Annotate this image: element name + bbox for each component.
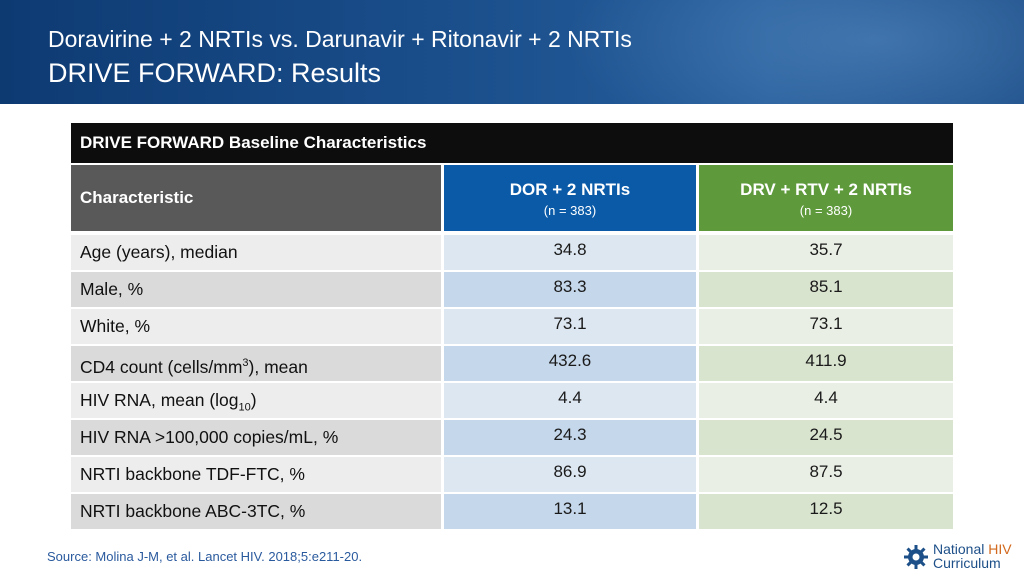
row-label: NRTI backbone TDF-FTC, % <box>71 457 441 492</box>
row-label: HIV RNA, mean (log10) <box>71 383 441 418</box>
drv-value: 85.1 <box>699 272 953 307</box>
dor-value: 34.8 <box>444 235 696 270</box>
drv-value: 411.9 <box>699 346 953 381</box>
column-header-characteristic: Characteristic <box>71 165 441 231</box>
table-row: Age (years), median 34.8 35.7 <box>71 235 953 270</box>
table-row: White, % 73.1 73.1 <box>71 309 953 344</box>
row-label-text: HIV RNA, mean (log <box>80 390 239 410</box>
table-caption: DRIVE FORWARD Baseline Characteristics <box>71 123 953 163</box>
slide-title: DRIVE FORWARD: Results <box>48 58 382 88</box>
table-row: NRTI backbone ABC-3TC, % 13.1 12.5 <box>71 494 953 529</box>
gear-icon <box>904 545 928 569</box>
header-highlight <box>564 0 1024 104</box>
column-header-drv-n: (n = 383) <box>799 203 853 218</box>
dor-value: 432.6 <box>444 346 696 381</box>
table-row: HIV RNA >100,000 copies/mL, % 24.3 24.5 <box>71 420 953 455</box>
row-label-suffix: ), mean <box>248 356 308 377</box>
dor-value: 13.1 <box>444 494 696 529</box>
logo-word-national: National <box>933 541 985 557</box>
drv-value: 73.1 <box>699 309 953 344</box>
row-label: Male, % <box>71 272 441 307</box>
row-label-text: CD4 count (cells/mm <box>80 356 243 377</box>
dor-value: 4.4 <box>444 383 696 418</box>
column-header-drv: DRV + RTV + 2 NRTIs (n = 383) <box>699 165 953 231</box>
row-label: White, % <box>71 309 441 344</box>
slide-header: Doravirine + 2 NRTIs vs. Darunavir + Rit… <box>0 0 1024 104</box>
row-label: Age (years), median <box>71 235 441 270</box>
drv-value: 12.5 <box>699 494 953 529</box>
dor-value: 24.3 <box>444 420 696 455</box>
baseline-table: DRIVE FORWARD Baseline Characteristics C… <box>71 123 953 533</box>
table-row: CD4 count (cells/mm3), mean 432.6 411.9 <box>71 346 953 381</box>
drv-value: 4.4 <box>699 383 953 418</box>
row-label-suffix: ) <box>250 390 257 410</box>
logo-word-curriculum: Curriculum <box>933 555 1001 571</box>
table-row: Male, % 83.3 85.1 <box>71 272 953 307</box>
drv-value: 87.5 <box>699 457 953 492</box>
logo-word-hiv: HIV <box>988 541 1012 557</box>
dor-value: 83.3 <box>444 272 696 307</box>
column-header-dor: DOR + 2 NRTIs (n = 383) <box>444 165 696 231</box>
row-label-subscript: 10 <box>238 401 251 414</box>
table-row: NRTI backbone TDF-FTC, % 86.9 87.5 <box>71 457 953 492</box>
row-label-superscript: 3 <box>242 357 249 369</box>
column-header-drv-label: DRV + RTV + 2 NRTIs <box>740 180 912 199</box>
slide-subtitle: Doravirine + 2 NRTIs vs. Darunavir + Rit… <box>48 26 632 52</box>
national-hiv-curriculum-logo: National HIV Curriculum <box>903 542 1021 574</box>
row-label: HIV RNA >100,000 copies/mL, % <box>71 420 441 455</box>
column-header-dor-n: (n = 383) <box>543 203 597 218</box>
table-row: HIV RNA, mean (log10) 4.4 4.4 <box>71 383 953 418</box>
row-label: CD4 count (cells/mm3), mean <box>71 346 441 381</box>
logo-line-1: National HIV <box>933 542 1012 557</box>
drv-value: 35.7 <box>699 235 953 270</box>
dor-value: 86.9 <box>444 457 696 492</box>
drv-value: 24.5 <box>699 420 953 455</box>
column-header-dor-label: DOR + 2 NRTIs <box>509 180 631 199</box>
source-citation: Source: Molina J-M, et al. Lancet HIV. 2… <box>47 549 363 564</box>
dor-value: 73.1 <box>444 309 696 344</box>
row-label: NRTI backbone ABC-3TC, % <box>71 494 441 529</box>
